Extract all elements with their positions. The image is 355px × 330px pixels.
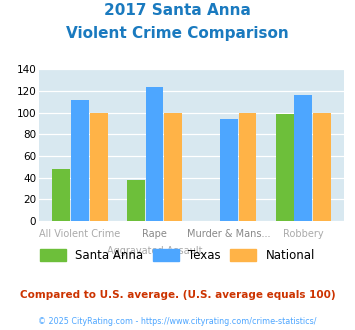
Bar — [90, 113, 108, 221]
Text: Aggravated Assault: Aggravated Assault — [107, 246, 202, 256]
Text: Murder & Mans...: Murder & Mans... — [187, 229, 271, 239]
Text: Compared to U.S. average. (U.S. average equals 100): Compared to U.S. average. (U.S. average … — [20, 290, 335, 300]
Text: Violent Crime Comparison: Violent Crime Comparison — [66, 26, 289, 41]
Bar — [53, 169, 70, 221]
Text: © 2025 CityRating.com - https://www.cityrating.com/crime-statistics/: © 2025 CityRating.com - https://www.city… — [38, 317, 317, 326]
Bar — [146, 87, 163, 221]
Text: Rape: Rape — [142, 229, 167, 239]
Bar — [294, 95, 312, 221]
Bar — [71, 100, 89, 221]
Bar — [239, 113, 256, 221]
Bar — [313, 113, 331, 221]
Legend: Santa Anna, Texas, National: Santa Anna, Texas, National — [35, 244, 320, 266]
Bar — [220, 119, 238, 221]
Bar — [164, 113, 182, 221]
Text: All Violent Crime: All Violent Crime — [39, 229, 121, 239]
Bar — [127, 180, 145, 221]
Bar — [276, 114, 294, 221]
Text: Robbery: Robbery — [283, 229, 324, 239]
Text: 2017 Santa Anna: 2017 Santa Anna — [104, 3, 251, 18]
